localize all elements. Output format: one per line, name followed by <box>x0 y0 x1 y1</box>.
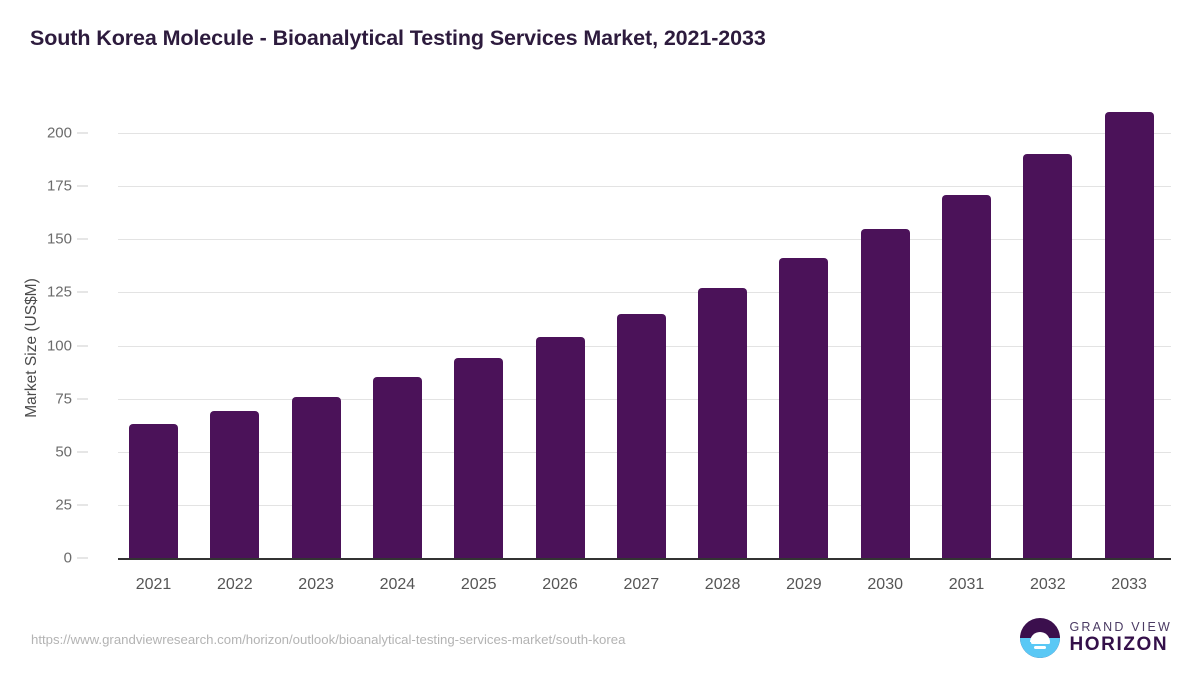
y-tick-label: 100 <box>46 337 72 354</box>
y-tick-label: 150 <box>46 230 72 248</box>
horizon-circle-icon <box>1020 618 1061 658</box>
bar-series <box>118 0 1171 558</box>
x-tick-label-2026: 2026 <box>542 576 578 593</box>
x-tick-label-2022: 2022 <box>217 576 253 593</box>
brand-line-2: HORIZON <box>1069 633 1169 655</box>
y-tick-label: 50 <box>55 443 72 461</box>
bar-2030[interactable] <box>860 228 910 558</box>
bar-group <box>454 0 504 558</box>
y-tick-mark <box>77 504 88 506</box>
bar-group <box>698 0 748 558</box>
y-axis-ticks: 0 25 50 75 100 125 150 175 200 <box>0 0 118 675</box>
y-tick-mark <box>77 238 88 240</box>
bar-2032[interactable] <box>1023 154 1073 558</box>
bar-group <box>372 0 422 558</box>
bar-2022[interactable] <box>210 411 260 558</box>
y-tick-label: 200 <box>46 124 72 142</box>
bar-2026[interactable] <box>535 337 585 558</box>
bar-2029[interactable] <box>779 258 829 558</box>
x-tick-label-2023: 2023 <box>298 576 334 593</box>
y-tick-label: 175 <box>46 177 72 195</box>
x-axis-line <box>118 558 1171 560</box>
y-tick-mark <box>77 185 88 187</box>
bar-2025[interactable] <box>454 358 504 558</box>
gridline <box>118 133 1171 134</box>
bar-2024[interactable] <box>372 377 422 558</box>
bar-group <box>860 0 910 558</box>
brand-logo[interactable]: GRAND VIEW HORIZON <box>1020 618 1172 658</box>
x-tick-label-2024: 2024 <box>379 576 416 593</box>
y-tick-label: 125 <box>46 283 72 301</box>
x-tick-label-2030: 2030 <box>867 576 903 593</box>
bar-group <box>129 0 178 558</box>
bar-2027[interactable] <box>616 313 666 558</box>
bar-2028[interactable] <box>698 288 748 558</box>
y-tick-mark <box>77 291 88 293</box>
y-tick-label: 0 <box>63 549 72 567</box>
brand-line-1: GRAND VIEW <box>1069 620 1172 635</box>
gridline <box>118 239 1171 241</box>
bar-group <box>210 0 260 558</box>
y-tick-mark <box>77 132 88 134</box>
y-tick-mark <box>77 398 88 400</box>
bar-group <box>1023 0 1073 558</box>
gridline <box>118 186 1171 188</box>
bar-2033[interactable] <box>1104 111 1154 558</box>
bar-2021[interactable] <box>129 424 178 558</box>
bar-group <box>616 0 666 558</box>
x-axis-labels: 2021 2022 2023 2024 2025 2026 2027 2028 2029 2030… <box>118 568 1171 598</box>
bar-group <box>535 0 585 558</box>
x-tick-label-2021: 2021 <box>135 576 172 593</box>
y-tick-label: 75 <box>55 390 72 408</box>
y-tick-mark <box>77 451 88 453</box>
x-tick-label-2027: 2027 <box>623 576 660 593</box>
y-tick-mark <box>77 345 88 346</box>
y-tick-mark <box>77 557 88 559</box>
x-tick-label-2031: 2031 <box>948 576 985 593</box>
gridline <box>118 292 1171 294</box>
bar-2031[interactable] <box>942 194 991 558</box>
x-tick-label-2033: 2033 <box>1111 576 1147 593</box>
x-tick-label-2029: 2029 <box>786 576 822 593</box>
page-title: South Korea Molecule - Bioanalytical Tes… <box>30 26 766 50</box>
bar-2023[interactable] <box>291 396 341 558</box>
x-tick-label-2032: 2032 <box>1030 576 1066 593</box>
bar-group <box>942 0 991 558</box>
bar-group <box>1104 0 1154 558</box>
bar-group <box>291 0 341 558</box>
bar-group <box>779 0 829 558</box>
source-url[interactable]: https://www.grandviewresearch.com/horizo… <box>31 632 626 647</box>
brand-logo-text: GRAND VIEW HORIZON <box>1069 621 1172 654</box>
y-tick-label: 25 <box>55 496 72 514</box>
x-tick-label-2028: 2028 <box>704 576 741 593</box>
x-tick-label-2025: 2025 <box>460 576 497 593</box>
